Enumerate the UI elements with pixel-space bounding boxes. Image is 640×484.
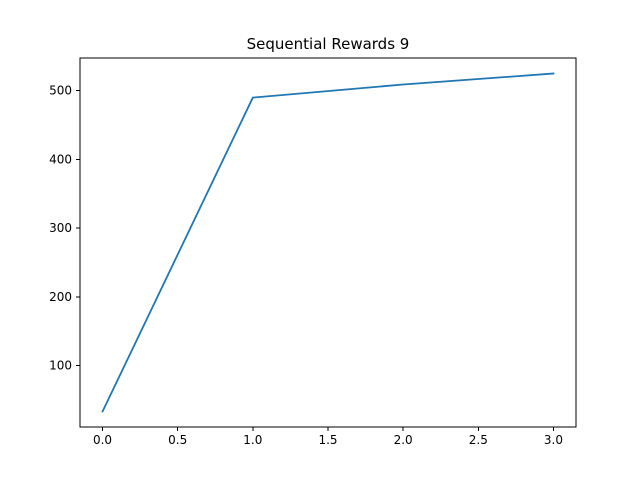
plot-frame xyxy=(79,57,577,428)
x-tick-label: 1.0 xyxy=(243,433,262,447)
series-line xyxy=(101,72,555,413)
ticks: 0.0 0.5 1.0 1.5 2.0 2.5 3.0 100 200 300 400 500 xyxy=(49,84,563,447)
y-tick-label: 400 xyxy=(49,152,72,166)
series-layer xyxy=(101,72,555,413)
x-tick-label: 2.5 xyxy=(469,433,488,447)
x-tick-label: 0.5 xyxy=(168,433,187,447)
x-tick-label: 0.0 xyxy=(93,433,112,447)
x-tick-label: 2.0 xyxy=(394,433,413,447)
y-tick-label: 100 xyxy=(49,358,72,372)
x-tick-label: 3.0 xyxy=(544,433,563,447)
y-tick-label: 300 xyxy=(49,221,72,235)
axes xyxy=(79,57,577,428)
chart-title: Sequential Rewards 9 xyxy=(247,35,410,53)
y-tick-label: 500 xyxy=(49,84,72,98)
y-tick-label: 200 xyxy=(49,290,72,304)
x-tick-label: 1.5 xyxy=(318,433,337,447)
